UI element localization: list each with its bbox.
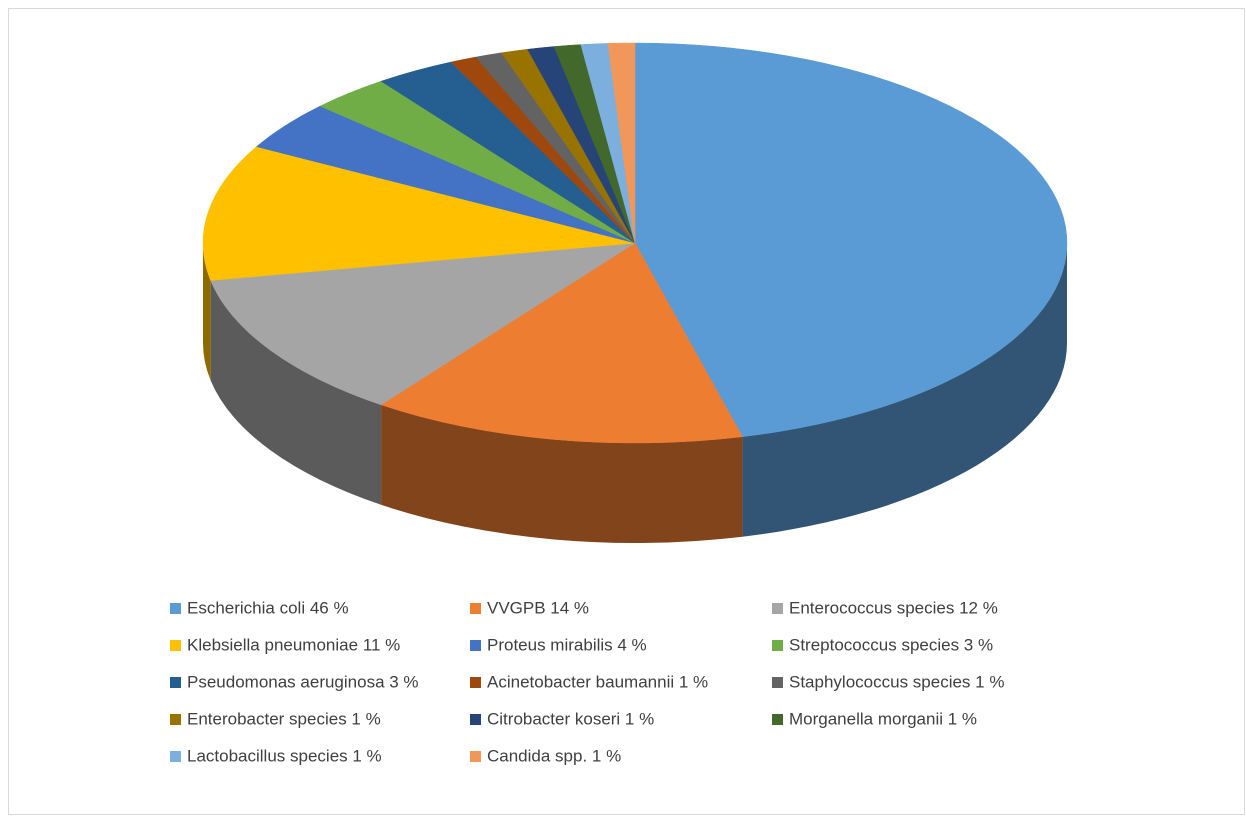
legend-label: Morganella morganii 1 % (789, 709, 977, 728)
legend-label: Candida spp. 1 % (487, 746, 621, 765)
legend-label: Citrobacter koseri 1 % (487, 709, 654, 728)
pie-slice (210, 242, 636, 406)
legend-label: Pseudomonas aeruginosa 3 % (187, 672, 419, 691)
legend-swatch (772, 677, 783, 688)
pie-slice (202, 146, 636, 281)
legend-swatch (772, 714, 783, 725)
pie-slice (607, 42, 636, 244)
legend-swatch (470, 677, 481, 688)
legend-label: Escherichia coli 46 % (187, 598, 349, 617)
legend-label: Enterococcus species 12 % (789, 598, 998, 617)
pie-side (203, 243, 211, 381)
pie-side (742, 243, 1067, 537)
legend-swatch (170, 714, 181, 725)
legend-label: Staphylococcus species 1 % (789, 672, 1004, 691)
legend-label: Proteus mirabilis 4 % (487, 635, 647, 654)
legend-label: Acinetobacter baumannii 1 % (487, 672, 708, 691)
legend-swatch (170, 751, 181, 762)
legend-swatch (772, 603, 783, 614)
legend-swatch (772, 640, 783, 651)
legend-swatch (170, 677, 181, 688)
legend-label: Lactobacillus species 1 % (187, 746, 382, 765)
pie-side (210, 280, 382, 505)
legend-swatch (470, 640, 481, 651)
legend-label: Streptococcus species 3 % (789, 635, 993, 654)
legend-swatch (470, 751, 481, 762)
pie-slice (380, 242, 743, 444)
legend: Escherichia coli 46 % VVGPB 14 % Enterococ… (170, 598, 1004, 765)
legend-swatch (170, 640, 181, 651)
legend-label: Klebsiella pneumoniae 11 % (187, 635, 400, 654)
legend-swatch (470, 714, 481, 725)
legend-swatch (170, 603, 181, 614)
legend-label: VVGPB 14 % (487, 598, 589, 617)
legend-swatch (470, 603, 481, 614)
pie-side (381, 404, 743, 543)
pie-sides (203, 243, 1067, 543)
legend-label: Enterobacter species 1 % (187, 709, 381, 728)
pie-slice (634, 42, 1068, 437)
pie-tops (202, 42, 1068, 444)
